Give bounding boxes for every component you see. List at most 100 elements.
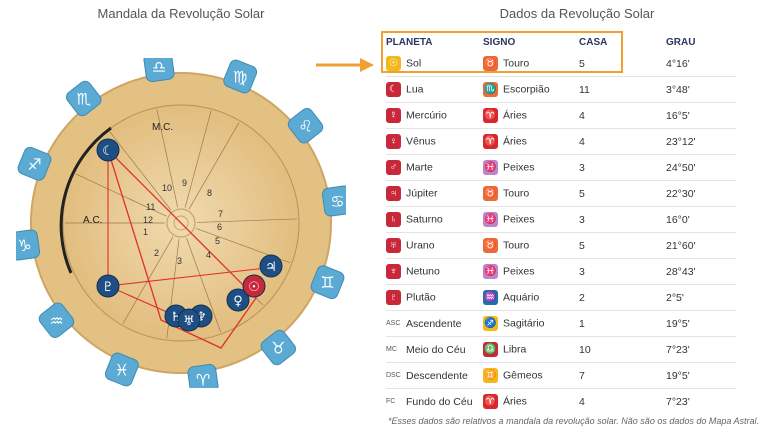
- degree-cell: 19°5': [666, 317, 690, 330]
- house-cell: 4: [579, 109, 585, 122]
- planet-glyph: ♀: [233, 294, 243, 309]
- sign-name: Escorpião: [503, 83, 550, 96]
- planet-cell: ☉ Sol: [386, 51, 483, 77]
- planet-cell: ☾ Lua: [386, 77, 483, 103]
- sign-cell: ♓ Peixes: [483, 207, 579, 233]
- degree-cell: 7°23': [666, 395, 690, 408]
- house-number: 11: [146, 202, 155, 212]
- aspect-lines: [107, 149, 257, 349]
- sign-cell: ♏ Escorpião: [483, 77, 579, 103]
- planet-cell: ☿ Mercúrio: [386, 103, 483, 129]
- neptune-icon: ♆: [386, 264, 401, 279]
- sign-name: Peixes: [503, 161, 535, 174]
- sign-name: Libra: [503, 343, 527, 356]
- scorpio-icon: ♏: [483, 82, 498, 97]
- degree-cell: 2°5': [666, 291, 684, 304]
- degree-cell: 22°30': [666, 187, 696, 200]
- degree-cell: 24°50': [666, 161, 696, 174]
- degree-cell: 28°43': [666, 265, 696, 278]
- house-cell: 3: [579, 213, 585, 226]
- data-title: Dados da Revolução Solar: [499, 6, 655, 21]
- house-number: 2: [154, 248, 159, 258]
- zodiac-glyph: ♒: [49, 311, 63, 330]
- planet-glyph: ♅: [183, 314, 195, 329]
- planet-name: Lua: [406, 83, 424, 96]
- ascendant-arc: [59, 126, 112, 274]
- zodiac-glyph: ♋: [330, 192, 344, 211]
- house-cell: 3: [579, 161, 585, 174]
- house-number: 7: [218, 209, 223, 219]
- planet-name: Saturno: [406, 213, 443, 226]
- table-row: ☉ Sol ♉ Touro 5 4°16': [386, 51, 736, 77]
- angle-abbr: FC: [386, 398, 396, 406]
- sun-icon: ☉: [386, 56, 401, 71]
- sign-name: Touro: [503, 239, 530, 252]
- planet-name: Netuno: [406, 265, 440, 278]
- house-cell: 4: [579, 135, 585, 148]
- planet-marker: ♃: [259, 254, 283, 278]
- moon-icon: ☾: [386, 82, 401, 97]
- zodiac-glyph: ♎: [152, 58, 166, 77]
- header-casa: CASA: [579, 37, 608, 48]
- angle-abbr: DSC: [386, 372, 401, 380]
- house-cell: 1: [579, 317, 585, 330]
- footnote: *Esses dados são relativos a mandala da …: [388, 416, 760, 426]
- table-row: ☿ Mercúrio ♈ Áries 4 16°5': [386, 102, 736, 129]
- sign-cell: ♉ Touro: [483, 181, 579, 207]
- planet-glyph: ♃: [265, 260, 277, 275]
- planet-cell: MC Meio do Céu: [386, 337, 483, 363]
- table-row: ☾ Lua ♏ Escorpião 11 3°48': [386, 76, 736, 103]
- zodiac-tile: ♑: [16, 229, 41, 261]
- angle-abbr: ASC: [386, 320, 401, 328]
- sign-name: Peixes: [503, 265, 535, 278]
- sign-name: Sagitário: [503, 317, 545, 330]
- mandala-title: Mandala da Revolução Solar: [97, 6, 265, 21]
- saturn-icon: ♄: [386, 212, 401, 227]
- zodiac-tile: ♏: [65, 80, 102, 117]
- degree-cell: 3°48': [666, 83, 690, 96]
- zodiac-glyph: ♏: [77, 89, 91, 108]
- table-row: MC Meio do Céu ♎ Libra 10 7°23': [386, 336, 736, 363]
- taurus-icon: ♉: [483, 238, 498, 253]
- degree-cell: 7°23': [666, 343, 690, 356]
- planet-marker: ♅: [177, 308, 201, 332]
- planet-cell: ♇ Plutão: [386, 285, 483, 311]
- planet-name: Ascendente: [406, 317, 462, 330]
- planet-cell: ♃ Júpiter: [386, 181, 483, 207]
- table-row: ♅ Urano ♉ Touro 5 21°60': [386, 232, 736, 259]
- planet-glyph: ♇: [102, 280, 114, 295]
- zodiac-glyph: ♌: [298, 117, 312, 136]
- sign-name: Peixes: [503, 213, 535, 226]
- zodiac-tile: ♓: [104, 352, 139, 387]
- sign-cell: ♓ Peixes: [483, 259, 579, 285]
- pluto-icon: ♇: [386, 290, 401, 305]
- house-number: 3: [177, 256, 182, 266]
- house-cell: 11: [579, 83, 590, 96]
- sign-cell: ♐ Sagitário: [483, 311, 579, 337]
- ac-label: A.C.: [83, 215, 102, 226]
- planet-name: Sol: [406, 57, 422, 70]
- header-grau: GRAU: [666, 37, 696, 48]
- planet-glyph: ♄: [170, 310, 182, 325]
- planet-name: Plutão: [406, 291, 436, 304]
- planet-glyph: ☉: [248, 280, 260, 295]
- zodiac-tile: ♈: [187, 363, 219, 388]
- zodiac-glyph: ♐: [27, 155, 41, 174]
- house-cell: 7: [579, 369, 585, 382]
- sign-name: Touro: [503, 57, 530, 70]
- table-row: ♇ Plutão ♒ Aquário 2 2°5': [386, 284, 736, 311]
- planet-name: Marte: [406, 161, 433, 174]
- zodiac-glyph: ♍: [233, 68, 247, 87]
- planet-name: Descendente: [406, 369, 468, 382]
- house-cell: 10: [579, 343, 591, 356]
- house-cell: 5: [579, 57, 585, 70]
- header-signo: SIGNO: [483, 37, 516, 48]
- sign-cell: ♉ Touro: [483, 233, 579, 259]
- house-cell: 4: [579, 395, 585, 408]
- table-row: DSC Descendente ♊ Gêmeos 7 19°5': [386, 362, 736, 389]
- zodiac-tile: ♋: [321, 185, 346, 217]
- zodiac-glyph: ♈: [196, 370, 210, 388]
- house-number: 4: [206, 250, 211, 260]
- aries-icon: ♈: [483, 394, 498, 409]
